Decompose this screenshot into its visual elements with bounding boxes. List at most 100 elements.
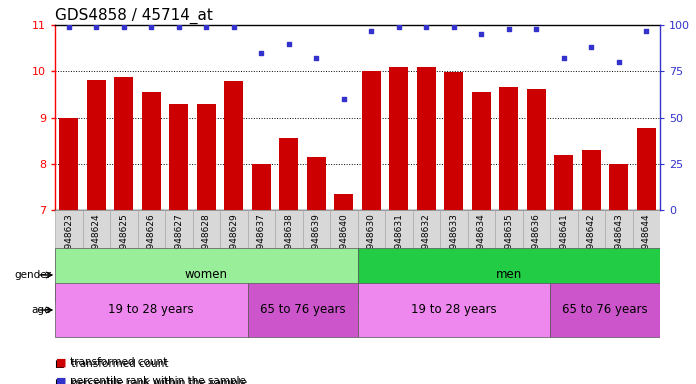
Bar	[307, 157, 326, 210]
Point	[448, 24, 459, 30]
Text: 65 to 76 years: 65 to 76 years	[260, 303, 345, 316]
Point	[365, 28, 377, 34]
Bar	[248, 283, 358, 337]
Text: men: men	[496, 268, 522, 281]
Bar	[141, 92, 161, 210]
Text: GSM948633: GSM948633	[449, 213, 458, 268]
Point	[310, 55, 322, 61]
Text: GSM948641: GSM948641	[560, 213, 568, 268]
Text: gender: gender	[14, 270, 51, 280]
Point	[63, 24, 74, 30]
Text: GSM948625: GSM948625	[119, 213, 128, 268]
Bar	[527, 89, 546, 210]
Bar	[550, 283, 660, 337]
Point	[613, 59, 624, 65]
Bar	[165, 210, 193, 270]
Bar	[220, 210, 248, 270]
Text: GSM948631: GSM948631	[394, 213, 403, 268]
Text: GSM948630: GSM948630	[367, 213, 376, 268]
Bar	[55, 248, 358, 302]
Point	[200, 24, 212, 30]
Text: GSM948627: GSM948627	[174, 213, 183, 268]
Bar	[633, 210, 660, 270]
Text: GSM948640: GSM948640	[339, 213, 348, 268]
Point	[585, 44, 596, 50]
Bar	[578, 210, 605, 270]
Text: GSM948638: GSM948638	[284, 213, 293, 268]
Bar	[197, 104, 216, 210]
Text: GSM948623: GSM948623	[64, 213, 73, 268]
Bar	[605, 210, 633, 270]
Text: GSM948626: GSM948626	[147, 213, 156, 268]
Point	[475, 31, 487, 37]
Point	[118, 24, 129, 30]
Point	[145, 24, 157, 30]
Bar	[279, 138, 299, 210]
Bar	[413, 210, 440, 270]
Bar	[444, 72, 464, 210]
Text: GSM948632: GSM948632	[422, 213, 431, 268]
Text: GSM948634: GSM948634	[477, 213, 486, 268]
Point	[228, 24, 239, 30]
Text: women: women	[184, 268, 228, 281]
Point	[338, 96, 349, 102]
Point	[530, 26, 541, 32]
Point	[558, 55, 569, 61]
Text: ■: ■	[56, 376, 67, 384]
Bar	[252, 164, 271, 210]
Point	[393, 24, 404, 30]
Text: GSM948624: GSM948624	[92, 213, 101, 268]
Text: percentile rank within the sample: percentile rank within the sample	[70, 376, 246, 384]
Text: GSM948636: GSM948636	[532, 213, 541, 268]
Bar	[358, 283, 550, 337]
Bar	[358, 248, 660, 302]
Text: GSM948643: GSM948643	[615, 213, 623, 268]
Text: ■  transformed count: ■ transformed count	[55, 359, 168, 369]
Point	[255, 50, 267, 56]
Bar	[55, 210, 83, 270]
Bar	[358, 210, 385, 270]
Text: transformed count: transformed count	[70, 357, 168, 367]
Text: GSM948628: GSM948628	[202, 213, 211, 268]
Text: GSM948637: GSM948637	[257, 213, 266, 268]
Bar	[303, 210, 330, 270]
Point	[90, 24, 102, 30]
Bar	[440, 210, 468, 270]
Text: GSM948635: GSM948635	[504, 213, 513, 268]
Bar	[224, 81, 244, 210]
Bar	[523, 210, 550, 270]
Text: GSM948644: GSM948644	[642, 213, 651, 268]
Bar	[83, 210, 110, 270]
Bar	[468, 210, 495, 270]
Text: GSM948639: GSM948639	[312, 213, 321, 268]
Text: GSM948629: GSM948629	[229, 213, 238, 268]
Bar	[385, 210, 413, 270]
Bar	[550, 210, 578, 270]
Bar	[582, 150, 601, 210]
Point	[283, 40, 294, 46]
Bar	[138, 210, 165, 270]
Bar	[86, 79, 106, 210]
Text: 65 to 76 years: 65 to 76 years	[562, 303, 648, 316]
Bar	[334, 194, 354, 210]
Bar	[637, 127, 656, 210]
Bar	[330, 210, 358, 270]
Point	[503, 26, 514, 32]
Bar	[362, 71, 381, 210]
Bar	[275, 210, 303, 270]
Bar	[169, 104, 189, 210]
Bar	[389, 67, 409, 210]
Bar	[114, 77, 134, 210]
Bar	[499, 88, 519, 210]
Bar	[55, 283, 248, 337]
Point	[173, 24, 184, 30]
Bar	[59, 118, 79, 210]
Text: 19 to 28 years: 19 to 28 years	[411, 303, 496, 316]
Point	[420, 24, 432, 30]
Bar	[417, 67, 436, 210]
Bar	[193, 210, 220, 270]
Bar	[495, 210, 523, 270]
Bar	[110, 210, 138, 270]
Bar	[609, 164, 628, 210]
Text: 19 to 28 years: 19 to 28 years	[109, 303, 194, 316]
